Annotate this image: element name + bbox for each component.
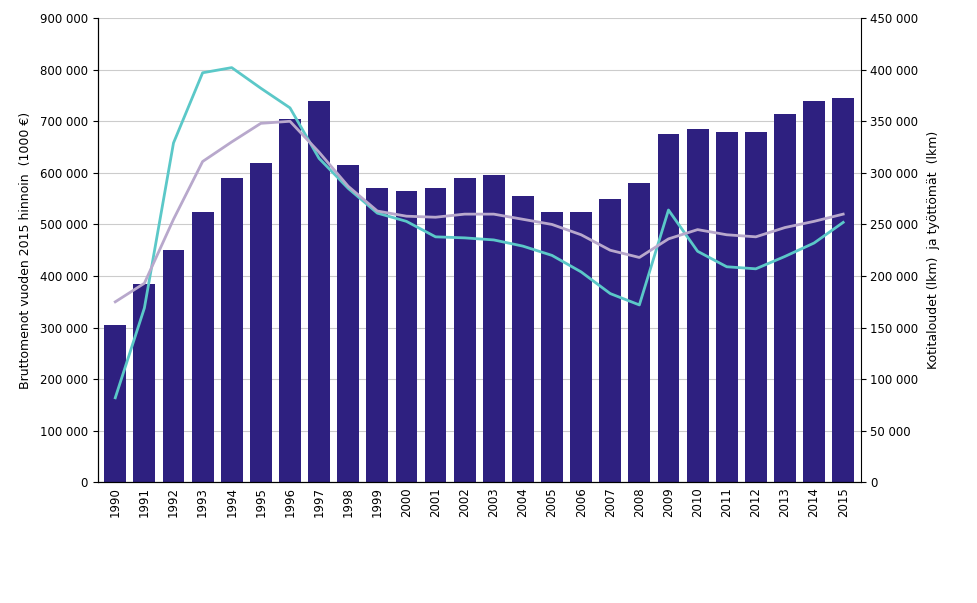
Bar bbox=[483, 175, 504, 482]
Bar bbox=[424, 188, 446, 482]
Bar bbox=[191, 212, 213, 482]
Bar bbox=[250, 163, 272, 482]
Bar bbox=[628, 183, 650, 482]
Bar bbox=[162, 250, 185, 482]
Bar bbox=[831, 98, 853, 482]
Bar bbox=[744, 131, 766, 482]
Y-axis label: Kotitaloudet (lkm)  ja työttömät  (lkm): Kotitaloudet (lkm) ja työttömät (lkm) bbox=[926, 131, 939, 370]
Bar bbox=[715, 131, 737, 482]
Bar bbox=[453, 178, 475, 482]
Y-axis label: Bruttomenot vuoden 2015 hinnoin  (1000 €): Bruttomenot vuoden 2015 hinnoin (1000 €) bbox=[19, 112, 31, 389]
Bar bbox=[221, 178, 242, 482]
Bar bbox=[802, 101, 825, 482]
Bar bbox=[657, 134, 679, 482]
Bar bbox=[540, 212, 563, 482]
Bar bbox=[105, 325, 126, 482]
Bar bbox=[686, 129, 707, 482]
Bar bbox=[599, 198, 620, 482]
Bar bbox=[133, 284, 155, 482]
Bar bbox=[366, 188, 388, 482]
Bar bbox=[395, 191, 417, 482]
Bar bbox=[511, 196, 533, 482]
Bar bbox=[570, 212, 591, 482]
Bar bbox=[308, 101, 329, 482]
Bar bbox=[337, 165, 359, 482]
Bar bbox=[773, 113, 795, 482]
Bar bbox=[278, 119, 301, 482]
